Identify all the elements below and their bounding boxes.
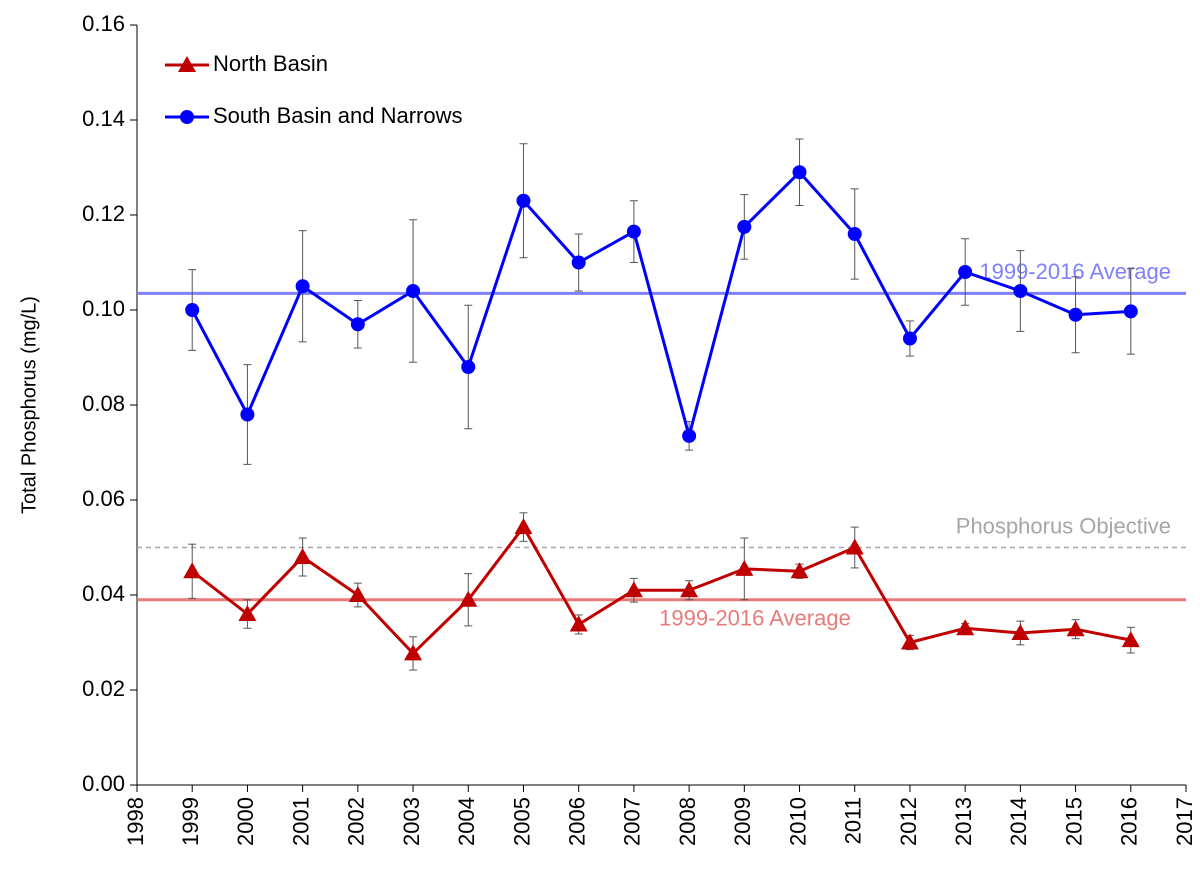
x-tick-label: 2003 xyxy=(399,797,424,846)
x-tick-label: 1999 xyxy=(178,797,203,846)
series-line xyxy=(190,170,1131,442)
data-point xyxy=(958,265,973,279)
x-tick-label: 2014 xyxy=(1006,797,1031,846)
data-point xyxy=(790,562,809,579)
reference-label: Phosphorus Objective xyxy=(956,513,1171,538)
data-point xyxy=(792,165,807,180)
x-tick-label: 1998 xyxy=(123,797,148,846)
data-point xyxy=(350,317,365,332)
x-tick-label: 2004 xyxy=(454,797,479,846)
data-point xyxy=(459,590,478,607)
data-point xyxy=(626,224,641,239)
x-tick-label: 2017 xyxy=(1172,797,1197,846)
data-point xyxy=(183,562,202,579)
y-tick-label: 0.16 xyxy=(82,11,125,36)
reference-label: 1999-2016 Average xyxy=(659,606,851,631)
data-point xyxy=(956,619,975,636)
data-point xyxy=(238,605,257,621)
data-point xyxy=(1066,620,1085,637)
x-tick-label: 2013 xyxy=(951,797,976,846)
data-point xyxy=(1013,284,1028,298)
data-point xyxy=(845,538,864,555)
data-point xyxy=(295,279,310,294)
x-tick-label: 2005 xyxy=(509,797,534,846)
data-point xyxy=(682,428,697,443)
x-tick-label: 2006 xyxy=(564,797,589,846)
data-point xyxy=(514,518,533,535)
x-tick-label: 2008 xyxy=(675,797,700,846)
legend-label: North Basin xyxy=(213,51,328,76)
x-tick-label: 2001 xyxy=(288,797,313,846)
data-point xyxy=(348,586,367,602)
data-point xyxy=(680,581,699,598)
y-tick-label: 0.04 xyxy=(82,581,125,606)
data-point xyxy=(185,303,200,317)
legend-marker xyxy=(180,110,194,124)
x-tick-label: 2009 xyxy=(730,797,755,846)
data-point xyxy=(293,548,312,564)
y-tick-label: 0.06 xyxy=(82,486,125,511)
data-point xyxy=(461,360,476,374)
legend-label: South Basin and Narrows xyxy=(213,103,462,128)
data-point xyxy=(1121,631,1140,648)
y-tick-label: 0.10 xyxy=(82,296,125,321)
y-tick-label: 0.02 xyxy=(82,676,125,701)
data-point xyxy=(737,219,752,234)
y-tick-label: 0.12 xyxy=(82,201,125,226)
x-tick-label: 2012 xyxy=(896,797,921,846)
legend-marker xyxy=(178,56,196,72)
x-tick-label: 2011 xyxy=(841,797,866,844)
data-point xyxy=(902,331,917,346)
data-point xyxy=(1011,624,1030,640)
data-point xyxy=(1068,307,1083,322)
x-tick-label: 2015 xyxy=(1061,797,1086,846)
data-point xyxy=(847,227,862,241)
data-point xyxy=(569,615,588,632)
data-point xyxy=(404,644,423,661)
x-tick-label: 2016 xyxy=(1117,797,1142,846)
data-point xyxy=(406,284,421,298)
x-tick-label: 2010 xyxy=(785,797,810,846)
data-point xyxy=(900,633,919,650)
y-axis-label: Total Phosphorus (mg/L) xyxy=(18,296,40,514)
data-point xyxy=(571,255,586,270)
data-point xyxy=(735,559,754,576)
x-tick-label: 2007 xyxy=(620,797,645,846)
data-point xyxy=(624,581,643,598)
y-tick-label: 0.00 xyxy=(82,771,125,796)
series-line xyxy=(191,524,1132,656)
y-tick-label: 0.08 xyxy=(82,391,125,416)
data-point xyxy=(1123,304,1138,319)
y-tick-label: 0.14 xyxy=(82,106,125,131)
x-tick-label: 2000 xyxy=(233,797,258,846)
data-point xyxy=(240,407,255,422)
data-point xyxy=(516,193,531,208)
x-tick-label: 2002 xyxy=(344,797,369,846)
